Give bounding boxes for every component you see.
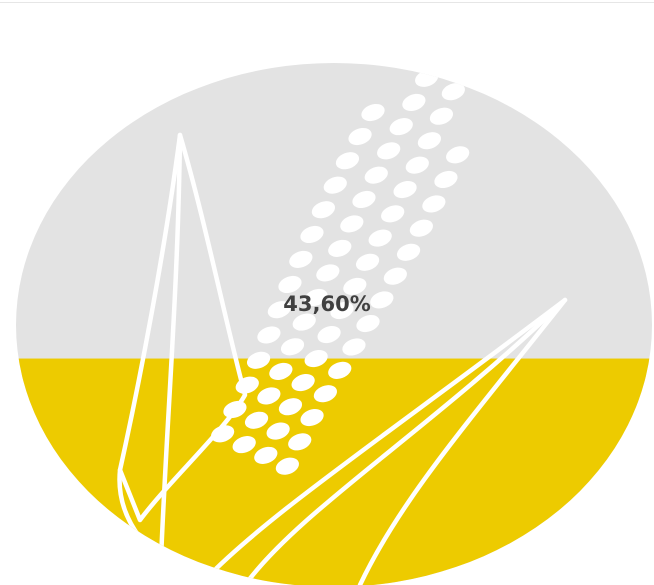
corn-kernel — [348, 127, 372, 146]
corn-kernel — [244, 411, 269, 429]
corn-icon — [117, 69, 568, 585]
corn-kernel — [370, 291, 394, 309]
corn-kernel — [300, 408, 324, 427]
corn-kernel — [330, 301, 354, 320]
corn-kernel — [328, 361, 352, 379]
corn-kernel — [275, 457, 300, 475]
corn-kernel — [434, 170, 458, 189]
corn-kernel — [342, 338, 366, 356]
corn-kernel — [396, 243, 421, 261]
corn-kernel — [291, 374, 315, 392]
corn-kernel — [278, 275, 302, 294]
corn-kernel — [316, 264, 340, 282]
corn-kernel — [409, 219, 434, 237]
corn-kernel — [304, 350, 328, 368]
corn-kernel — [323, 176, 347, 194]
corn-kernel — [267, 301, 291, 319]
corn-kernel — [364, 166, 388, 184]
corn-kernel — [317, 325, 341, 344]
corn-kernel — [278, 398, 303, 416]
corn-kernel — [352, 190, 376, 209]
corn-kernel — [377, 142, 401, 160]
corn-kernel — [422, 195, 446, 213]
corn-kernel — [368, 229, 392, 247]
corn-kernel — [441, 83, 465, 101]
corn-kernel — [313, 385, 338, 403]
corn-kernel — [405, 156, 429, 174]
corn-kernel — [289, 250, 313, 268]
percentage-label: 43,60% — [283, 292, 371, 316]
corn-kernel — [311, 201, 336, 219]
corn-kernel — [266, 422, 290, 440]
corn-kernel — [383, 267, 407, 285]
corn-kernel — [340, 215, 364, 233]
corn-kernel — [429, 107, 454, 125]
corn-kernel — [328, 239, 352, 257]
corn-kernel — [393, 180, 417, 199]
corn-kernel — [356, 314, 380, 333]
corn-kernel — [246, 351, 271, 369]
corn-kernel — [389, 118, 413, 136]
corn-kernel — [269, 362, 293, 380]
corn-kernel — [254, 446, 278, 464]
top-divider — [0, 2, 654, 3]
corn-kernel — [232, 436, 256, 454]
corn-kernel — [343, 277, 367, 295]
corn-kernel — [361, 103, 385, 122]
corn-kernel — [280, 338, 305, 356]
corn-kernel — [417, 132, 442, 150]
corn-kernel — [402, 93, 426, 112]
corn-kernel — [304, 288, 328, 307]
corn-kernel — [381, 205, 405, 223]
corn-kernel — [257, 326, 281, 344]
corn-kernel — [257, 387, 281, 405]
corn-kernel — [335, 152, 360, 170]
corn-kernel — [446, 146, 470, 164]
corn-kernel — [355, 253, 380, 271]
corn-kernel — [300, 225, 324, 244]
corn-kernel — [288, 433, 312, 451]
corn-kernel — [292, 313, 316, 331]
